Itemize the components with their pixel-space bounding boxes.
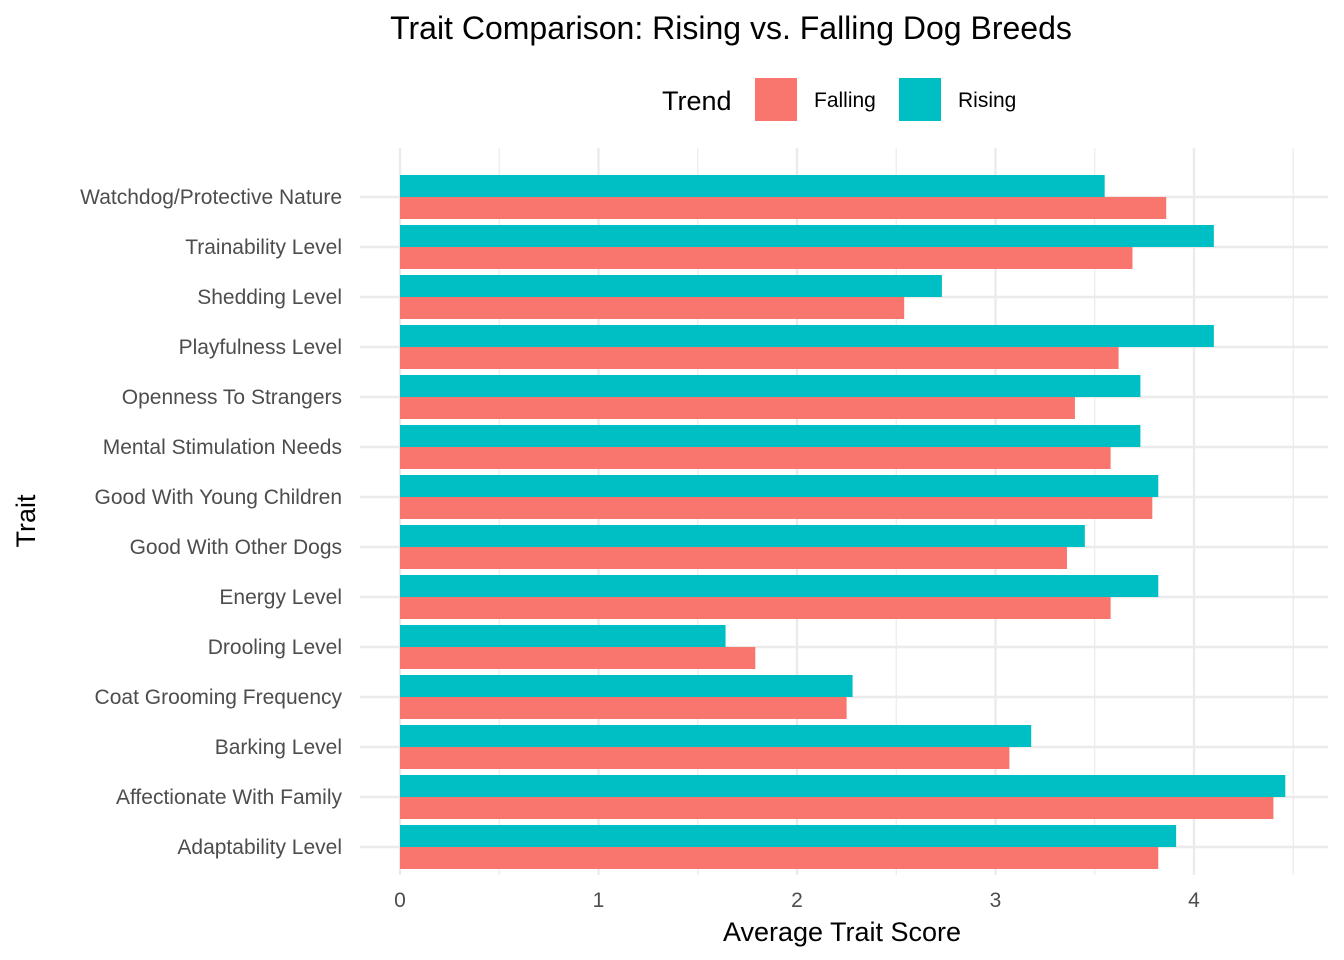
bar-falling-good-with-other-dogs — [400, 547, 1067, 569]
legend-key-rising — [899, 78, 941, 121]
bar-rising-good-with-young-children — [400, 475, 1159, 497]
chart-title: Trait Comparison: Rising vs. Falling Dog… — [390, 10, 1072, 46]
bar-rising-good-with-other-dogs — [400, 525, 1085, 547]
bar-falling-barking-level — [400, 747, 1010, 769]
y-tick-label: Good With Young Children — [95, 486, 343, 509]
bar-falling-openness-to-strangers — [400, 397, 1075, 419]
bar-falling-energy-level — [400, 597, 1111, 619]
x-tick-label: 4 — [1188, 889, 1200, 912]
y-tick-label: Watchdog/Protective Nature — [80, 186, 342, 209]
bar-falling-good-with-young-children — [400, 497, 1153, 519]
y-tick-label: Affectionate With Family — [116, 786, 343, 809]
bar-falling-watchdog-protective-nature — [400, 197, 1167, 219]
bars — [400, 175, 1286, 869]
bar-falling-playfulness-level — [400, 347, 1119, 369]
legend-title: Trend — [662, 86, 732, 116]
bar-rising-barking-level — [400, 725, 1032, 747]
y-tick-label: Good With Other Dogs — [130, 536, 342, 559]
y-axis-ticks: Adaptability Level Affectionate With Fami… — [80, 186, 342, 859]
legend-label-falling: Falling — [814, 89, 876, 112]
legend-key-falling — [755, 78, 797, 121]
bar-rising-adaptability-level — [400, 825, 1177, 847]
bar-rising-shedding-level — [400, 275, 942, 297]
y-tick-label: Drooling Level — [208, 636, 342, 659]
x-tick-label: 1 — [593, 889, 605, 912]
legend-label-rising: Rising — [958, 89, 1016, 112]
y-tick-label: Mental Stimulation Needs — [103, 436, 342, 459]
x-tick-label: 2 — [791, 889, 803, 912]
x-axis-ticks: 0 1 2 3 4 — [394, 889, 1200, 912]
legend: Trend Falling Rising — [662, 78, 1016, 121]
bar-falling-mental-stimulation-needs — [400, 447, 1111, 469]
y-tick-label: Shedding Level — [197, 286, 342, 309]
x-tick-label: 0 — [394, 889, 406, 912]
y-tick-label: Playfulness Level — [179, 336, 342, 359]
bar-falling-coat-grooming-frequency — [400, 697, 847, 719]
y-tick-label: Adaptability Level — [177, 836, 342, 859]
bar-rising-mental-stimulation-needs — [400, 425, 1141, 447]
bar-rising-energy-level — [400, 575, 1159, 597]
bar-falling-affectionate-with-family — [400, 797, 1274, 819]
y-tick-label: Energy Level — [219, 586, 342, 609]
x-axis-title: Average Trait Score — [723, 917, 961, 947]
bar-rising-trainability-level — [400, 225, 1214, 247]
y-tick-label: Trainability Level — [185, 236, 342, 259]
bar-falling-trainability-level — [400, 247, 1133, 269]
bar-falling-drooling-level — [400, 647, 756, 669]
bar-rising-openness-to-strangers — [400, 375, 1141, 397]
x-tick-label: 3 — [990, 889, 1002, 912]
bar-rising-affectionate-with-family — [400, 775, 1286, 797]
bar-rising-watchdog-protective-nature — [400, 175, 1105, 197]
y-axis-title: Trait — [11, 494, 41, 547]
y-tick-label: Coat Grooming Frequency — [95, 686, 343, 709]
bar-falling-adaptability-level — [400, 847, 1159, 869]
y-tick-label: Barking Level — [215, 736, 342, 759]
y-tick-label: Openness To Strangers — [122, 386, 342, 409]
bar-falling-shedding-level — [400, 297, 905, 319]
bar-rising-coat-grooming-frequency — [400, 675, 853, 697]
bar-rising-playfulness-level — [400, 325, 1214, 347]
bar-rising-drooling-level — [400, 625, 726, 647]
